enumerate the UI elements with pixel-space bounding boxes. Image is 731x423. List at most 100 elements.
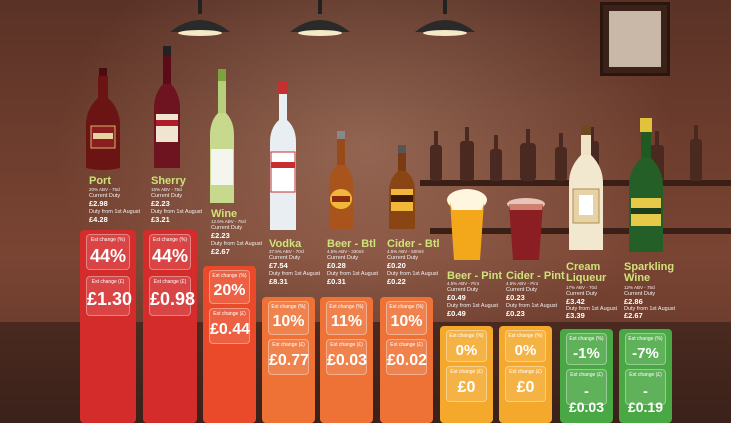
current-duty-label: Current Duty xyxy=(269,255,301,261)
duty-from-value: £2.67 xyxy=(211,247,230,256)
pct-change-label: Est change (%) xyxy=(152,237,188,243)
ceiling-lamp-icon xyxy=(290,0,350,36)
beer-bottle-icon xyxy=(329,131,353,229)
gbp-change-value: £0.98 xyxy=(150,289,196,309)
pct-change-label: Est change (%) xyxy=(271,304,306,310)
drink-name: Beer - Btl xyxy=(327,238,376,250)
duty-from-label: Duty from 1st August xyxy=(269,271,321,277)
change-bar: Est change (%) 44% Est change (£) £1.30 xyxy=(80,230,136,423)
current-duty-label: Current Duty xyxy=(387,255,419,261)
duty-from-value: £0.49 xyxy=(447,309,466,318)
gbp-change-label: Est change (£) xyxy=(509,369,542,375)
drink-abv: 4.5% ABV - 330ml xyxy=(327,249,364,254)
pct-change-label: Est change (%) xyxy=(508,333,543,339)
pct-change-label: Est change (%) xyxy=(628,336,663,342)
cream-liqueur-bottle-icon xyxy=(569,125,603,250)
gbp-change-box: Est change (£) -£0.19 xyxy=(625,369,666,415)
drink-wine: Wine 12.5% ABV - 75cl Current Duty £2.23… xyxy=(203,0,262,423)
drink-abv: 12.5% ABV - 75cl xyxy=(211,219,247,224)
current-duty-label: Current Duty xyxy=(566,291,598,297)
change-bar: Est change (%) 10% Est change (£) £0.77 xyxy=(262,297,315,423)
pct-change-box: Est change (%) 10% xyxy=(268,301,309,335)
beer-pint-icon xyxy=(447,189,487,260)
change-bar: Est change (%) -1% Est change (£) -£0.03 xyxy=(560,329,613,423)
pct-change-label: Est change (%) xyxy=(449,333,484,339)
duty-from-value: £3.21 xyxy=(151,215,170,224)
pct-change-label: Est change (%) xyxy=(569,336,604,342)
pct-change-label: Est change (%) xyxy=(90,237,126,243)
sparkling-wine-bottle-icon xyxy=(629,118,663,252)
duty-from-value: £4.28 xyxy=(89,215,108,224)
gbp-change-box: Est change (£) £0 xyxy=(446,366,487,402)
gbp-change-label: Est change (£) xyxy=(330,342,363,348)
duty-from-label: Duty from 1st August xyxy=(89,209,141,215)
duty-from-label: Duty from 1st August xyxy=(327,271,379,277)
change-bar: Est change (%) 20% Est change (£) £0.44 xyxy=(203,266,256,423)
pct-change-value: 44% xyxy=(89,246,127,266)
drink-abv: 37.5% ABV - 70cl xyxy=(269,249,305,254)
drink-port: Port 20% ABV - 75cl Current Duty £2.98 D… xyxy=(80,0,142,423)
pct-change-box: Est change (%) 44% xyxy=(149,234,191,270)
current-duty-label: Current Duty xyxy=(327,255,359,261)
gbp-change-value: £0.77 xyxy=(269,352,310,369)
gbp-change-box: Est change (£) £0 xyxy=(505,366,546,402)
gbp-change-value: -£0.19 xyxy=(627,383,664,415)
pct-change-value: -7% xyxy=(632,345,659,362)
gbp-change-label: Est change (£) xyxy=(570,372,603,378)
drink-sparkling-wine: Sparkling Wine 12% ABV - 75cl Current Du… xyxy=(619,0,679,423)
drink-abv: 4.5% ABV - Pint xyxy=(447,281,480,286)
port-bottle-icon xyxy=(85,68,121,170)
ceiling-lamp-icon xyxy=(415,0,475,36)
pct-change-value: -1% xyxy=(573,345,600,362)
gbp-change-box: Est change (£) -£0.03 xyxy=(566,369,607,415)
current-duty-value: £0.23 xyxy=(506,293,525,302)
current-duty-value: £3.42 xyxy=(566,297,585,306)
gbp-change-value: £0 xyxy=(516,379,535,396)
gbp-change-value: £0.02 xyxy=(387,352,428,369)
drink-cider-pint: Cider - Pint 4.5% ABV - Pint Current Dut… xyxy=(499,0,565,423)
current-duty-value: £2.23 xyxy=(151,199,170,208)
drink-abv: 20% ABV - 75cl xyxy=(89,187,121,192)
gbp-change-value: £1.30 xyxy=(87,289,133,309)
drink-abv: 12% ABV - 75cl xyxy=(624,285,656,290)
duty-from-label: Duty from 1st August xyxy=(624,306,676,312)
wine-bottle-icon xyxy=(210,69,234,203)
gbp-change-box: Est change (£) £0.98 xyxy=(149,276,196,316)
current-duty-label: Current Duty xyxy=(89,193,121,199)
gbp-change-value: £0.03 xyxy=(327,352,368,369)
duty-from-label: Duty from 1st August xyxy=(506,303,558,309)
drink-name: Cider - Pint xyxy=(506,270,565,282)
current-duty-value: £0.49 xyxy=(447,293,466,302)
pct-change-value: 0% xyxy=(455,342,478,359)
pct-change-value: 0% xyxy=(514,342,537,359)
current-duty-label: Current Duty xyxy=(506,287,538,293)
drink-name: Wine xyxy=(211,208,238,220)
drink-name: Vodka xyxy=(269,238,302,250)
drink-cream-liqueur: Cream Liqueur 17% ABV - 70cl Current Dut… xyxy=(560,0,618,423)
duty-from-label: Duty from 1st August xyxy=(566,306,618,312)
current-duty-value: £2.98 xyxy=(89,199,108,208)
drink-name: Cider - Btl xyxy=(387,238,440,250)
pct-change-label: Est change (%) xyxy=(389,304,424,310)
current-duty-label: Current Duty xyxy=(624,291,656,297)
duty-from-value: £0.22 xyxy=(387,277,406,286)
gbp-change-box: Est change (£) £0.03 xyxy=(326,339,367,375)
sherry-bottle-icon xyxy=(154,46,180,168)
pct-change-value: 10% xyxy=(272,313,305,330)
gbp-change-label: Est change (£) xyxy=(213,311,246,317)
current-duty-value: £2.23 xyxy=(211,231,230,240)
duty-from-value: £2.67 xyxy=(624,311,643,320)
gbp-change-label: Est change (£) xyxy=(390,342,423,348)
change-bar: Est change (%) -7% Est change (£) -£0.19 xyxy=(619,329,672,423)
cider-pint-icon xyxy=(507,198,545,260)
drink-cider-bottle: Cider - Btl 4.5% ABV - 500ml Current Dut… xyxy=(380,0,440,423)
gbp-change-label: Est change (£) xyxy=(450,369,483,375)
pct-change-box: Est change (%) -1% xyxy=(566,333,607,365)
pct-change-box: Est change (%) -7% xyxy=(625,333,666,365)
gbp-change-box: Est change (£) £0.02 xyxy=(386,339,427,375)
pct-change-box: Est change (%) 10% xyxy=(386,301,427,335)
drink-beer-pint: Beer - Pint 4.5% ABV - Pint Current Duty… xyxy=(440,0,502,423)
duty-from-value: £0.31 xyxy=(327,277,346,286)
drink-sherry: Sherry 15% ABV - 75cl Current Duty £2.23… xyxy=(143,0,205,423)
